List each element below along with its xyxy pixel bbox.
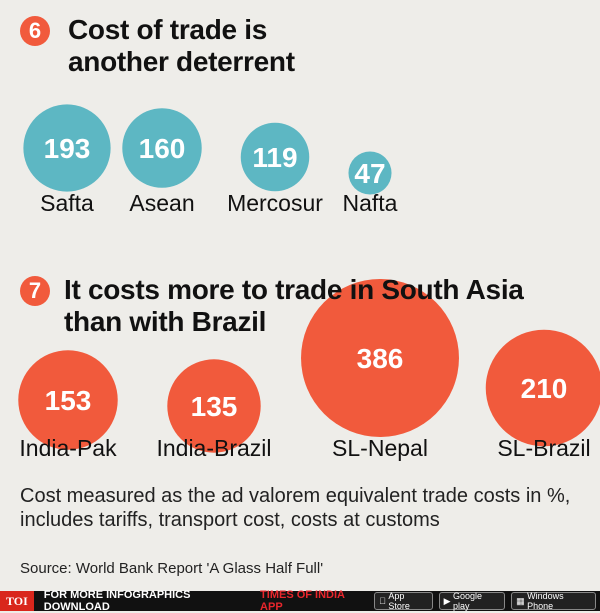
- section-6-number: 6: [28, 18, 42, 43]
- methodology-note: Cost measured as the ad valorem equivale…: [20, 485, 571, 531]
- section-6-title: Cost of trade is another deterrent: [68, 14, 295, 78]
- section-7-title-line2: than with Brazil: [64, 306, 267, 337]
- google-play-badge[interactable]: ▶ Google play: [438, 591, 506, 611]
- section-6-title-line2: another deterrent: [68, 46, 295, 77]
- footer-bar: TOI FOR MORE INFOGRAPHICS DOWNLOAD TIMES…: [0, 589, 600, 613]
- category-label-asean: Asean: [129, 190, 194, 216]
- value-label-india-pak: 153: [45, 385, 92, 416]
- category-label-sl-nepal: SL-Nepal: [332, 435, 428, 461]
- category-label-nafta: Nafta: [343, 190, 398, 216]
- section-6-badge: 6: [20, 16, 50, 46]
- app-store-badge[interactable]:  App Store: [374, 591, 433, 611]
- section-7-title-line1: It costs more to trade in South Asia: [64, 274, 524, 305]
- category-label-sl-brazil: SL-Brazil: [497, 435, 590, 461]
- play-icon: ▶: [441, 595, 452, 606]
- footer-app-name: TIMES OF INDIA APP: [260, 589, 345, 613]
- bubble-nafta: [348, 151, 392, 195]
- windows-phone-badge[interactable]: ▦ Windows Phone: [511, 591, 596, 611]
- category-label-mercosur: Mercosur: [227, 190, 323, 216]
- value-label-nafta: 47: [354, 158, 385, 189]
- value-label-mercosur: 119: [252, 142, 297, 173]
- section-7-title: It costs more to trade in South Asia tha…: [64, 274, 524, 338]
- section-6-title-line1: Cost of trade is: [68, 14, 268, 45]
- bubble-mercosur: [240, 122, 310, 192]
- bubble-india-brazil: [167, 359, 261, 453]
- windows-icon: ▦: [515, 595, 527, 606]
- value-label-sl-nepal: 386: [357, 343, 404, 374]
- apple-icon: : [379, 596, 386, 606]
- bubble-india-pak: [18, 350, 118, 450]
- chart-south-asia-marks: 153 India-Pak 135 India-Brazil 386 SL-Nepal 21…: [18, 279, 600, 461]
- value-label-safta: 193: [44, 133, 91, 164]
- category-label-safta: Safta: [40, 190, 94, 216]
- category-label-india-pak: India-Pak: [19, 435, 117, 461]
- value-label-asean: 160: [139, 133, 186, 164]
- value-label-sl-brazil: 210: [521, 373, 568, 404]
- category-label-india-brazil: India-Brazil: [156, 435, 271, 461]
- toi-logo: TOI: [0, 591, 34, 611]
- value-label-india-brazil: 135: [191, 391, 238, 422]
- bubble-sl-brazil: [485, 329, 600, 447]
- source-note: Source: World Bank Report 'A Glass Half …: [20, 560, 324, 577]
- section-7-number: 7: [28, 278, 42, 303]
- bubble-sl-nepal: [301, 279, 459, 437]
- bubble-safta: [23, 104, 111, 192]
- section-7-badge: 7: [20, 276, 50, 306]
- footer-text: FOR MORE INFOGRAPHICS DOWNLOAD: [43, 589, 191, 613]
- bubble-asean: [122, 108, 202, 188]
